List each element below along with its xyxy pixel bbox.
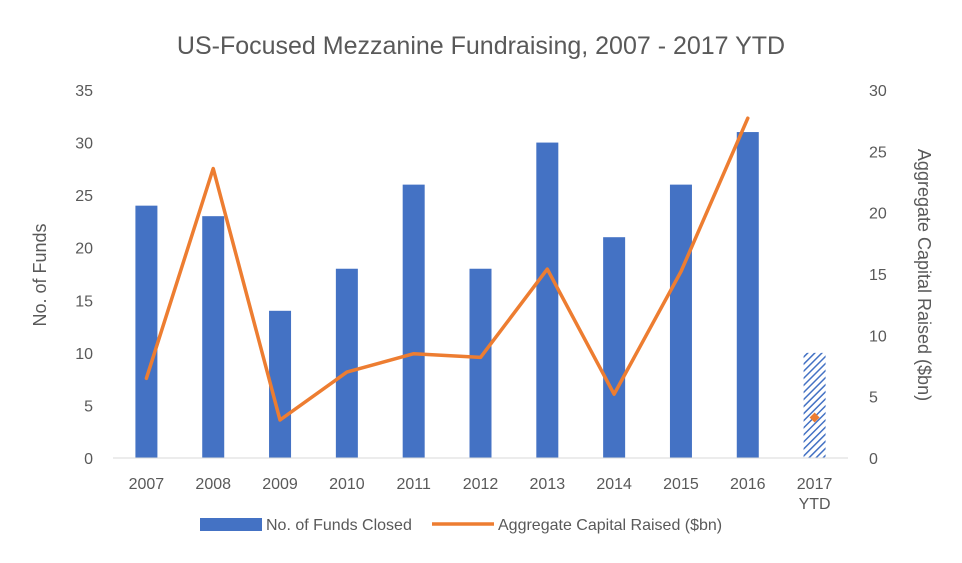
y-tick-label: 15 <box>75 293 93 310</box>
capital-line <box>144 116 750 422</box>
y2-tick-label: 10 <box>869 328 887 345</box>
y-tick-label: 30 <box>75 136 93 153</box>
bar <box>603 237 626 458</box>
x-tick-label: 2009 <box>262 476 298 493</box>
bar <box>669 184 692 458</box>
bar <box>269 310 292 458</box>
y-tick-label: 35 <box>75 83 93 100</box>
y-tick-label: 5 <box>84 398 93 415</box>
bar <box>335 268 358 458</box>
y2-axis-title: Aggregate Capital Raised ($bn) <box>914 149 934 401</box>
chart-title: US-Focused Mezzanine Fundraising, 2007 -… <box>177 32 785 60</box>
x-tick-label: 2016 <box>730 476 766 493</box>
y-axis-ticks: 0 5 10 15 20 25 30 35 <box>75 83 93 468</box>
legend: No. of Funds Closed Aggregate Capital Ra… <box>200 517 722 534</box>
x-tick-label: 2008 <box>195 476 231 493</box>
y-axis-title: No. of Funds <box>30 223 50 326</box>
y2-tick-label: 0 <box>869 451 878 468</box>
bar-series <box>135 132 826 459</box>
x-tick-label: 2013 <box>530 476 566 493</box>
x-tick-label: 2007 <box>129 476 165 493</box>
x-tick-label: 2011 <box>396 476 431 493</box>
line-series <box>144 116 820 423</box>
legend-label-line: Aggregate Capital Raised ($bn) <box>498 517 722 534</box>
x-tick-label: 2010 <box>329 476 365 493</box>
ytd-capital-marker <box>809 412 820 423</box>
y-tick-label: 25 <box>75 188 93 205</box>
y2-axis-ticks: 0 5 10 15 20 25 30 <box>869 83 887 468</box>
y-tick-label: 10 <box>75 346 93 363</box>
bar <box>736 132 759 459</box>
y2-tick-label: 30 <box>869 83 887 100</box>
y-tick-label: 20 <box>75 241 93 258</box>
bar-hatched <box>803 352 826 458</box>
x-tick-label: 2012 <box>463 476 499 493</box>
y2-tick-label: 20 <box>869 206 887 223</box>
bar <box>135 205 158 458</box>
y2-tick-label: 25 <box>869 144 887 161</box>
y2-tick-label: 15 <box>869 267 887 284</box>
bar <box>536 142 559 459</box>
bar <box>202 216 225 458</box>
y2-tick-label: 5 <box>869 390 878 407</box>
x-tick-label: 2015 <box>663 476 699 493</box>
bar <box>402 184 425 458</box>
bar <box>469 268 492 458</box>
legend-label-bars: No. of Funds Closed <box>266 517 412 534</box>
x-tick-label: 2017 YTD <box>797 476 833 513</box>
x-tick-label: 2014 <box>596 476 632 493</box>
x-axis-ticks: 2007 2008 2009 2010 2011 2012 2013 2014 2015 2016… <box>129 476 833 513</box>
y-tick-label: 0 <box>84 451 93 468</box>
legend-swatch-bars <box>200 518 262 531</box>
